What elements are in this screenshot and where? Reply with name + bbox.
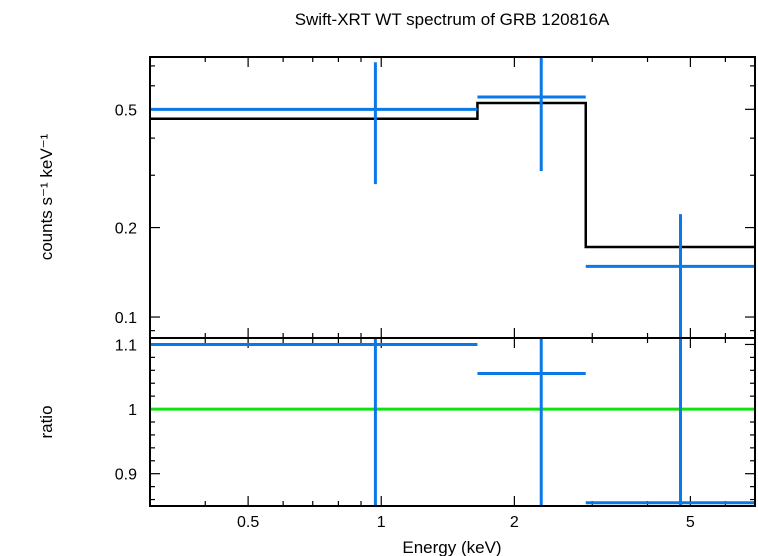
top-panel-frame <box>149 56 756 339</box>
y-tick-label: 1.1 <box>115 337 137 354</box>
top-panel-data <box>150 57 755 338</box>
y-tick-label: 0.9 <box>115 467 137 484</box>
x-axis-label: Energy (keV) <box>402 538 501 556</box>
chart-title: Swift-XRT WT spectrum of GRB 120816A <box>295 10 610 29</box>
x-tick-label: 0.5 <box>237 514 259 531</box>
bottom-panel-data <box>150 338 755 506</box>
tick-labels: 0.5 1 2 5 0.1 0.2 0.5 0.9 1 1.1 <box>115 102 695 531</box>
bottom-panel-ylabel: ratio <box>37 405 56 438</box>
x-tick-label: 2 <box>510 514 519 531</box>
y-tick-label: 0.2 <box>115 221 137 238</box>
model-step-line <box>150 101 755 249</box>
y-tick-label: 1 <box>128 402 137 419</box>
y-tick-label: 0.1 <box>115 310 137 327</box>
y-tick-label: 0.5 <box>115 102 137 119</box>
top-panel-model <box>150 101 755 249</box>
x-tick-label: 5 <box>686 514 695 531</box>
top-panel-ylabel: counts s⁻¹ keV⁻¹ <box>37 133 56 260</box>
x-tick-label: 1 <box>377 514 386 531</box>
bottom-panel-frame <box>149 337 756 507</box>
axis-ticks <box>149 57 756 506</box>
